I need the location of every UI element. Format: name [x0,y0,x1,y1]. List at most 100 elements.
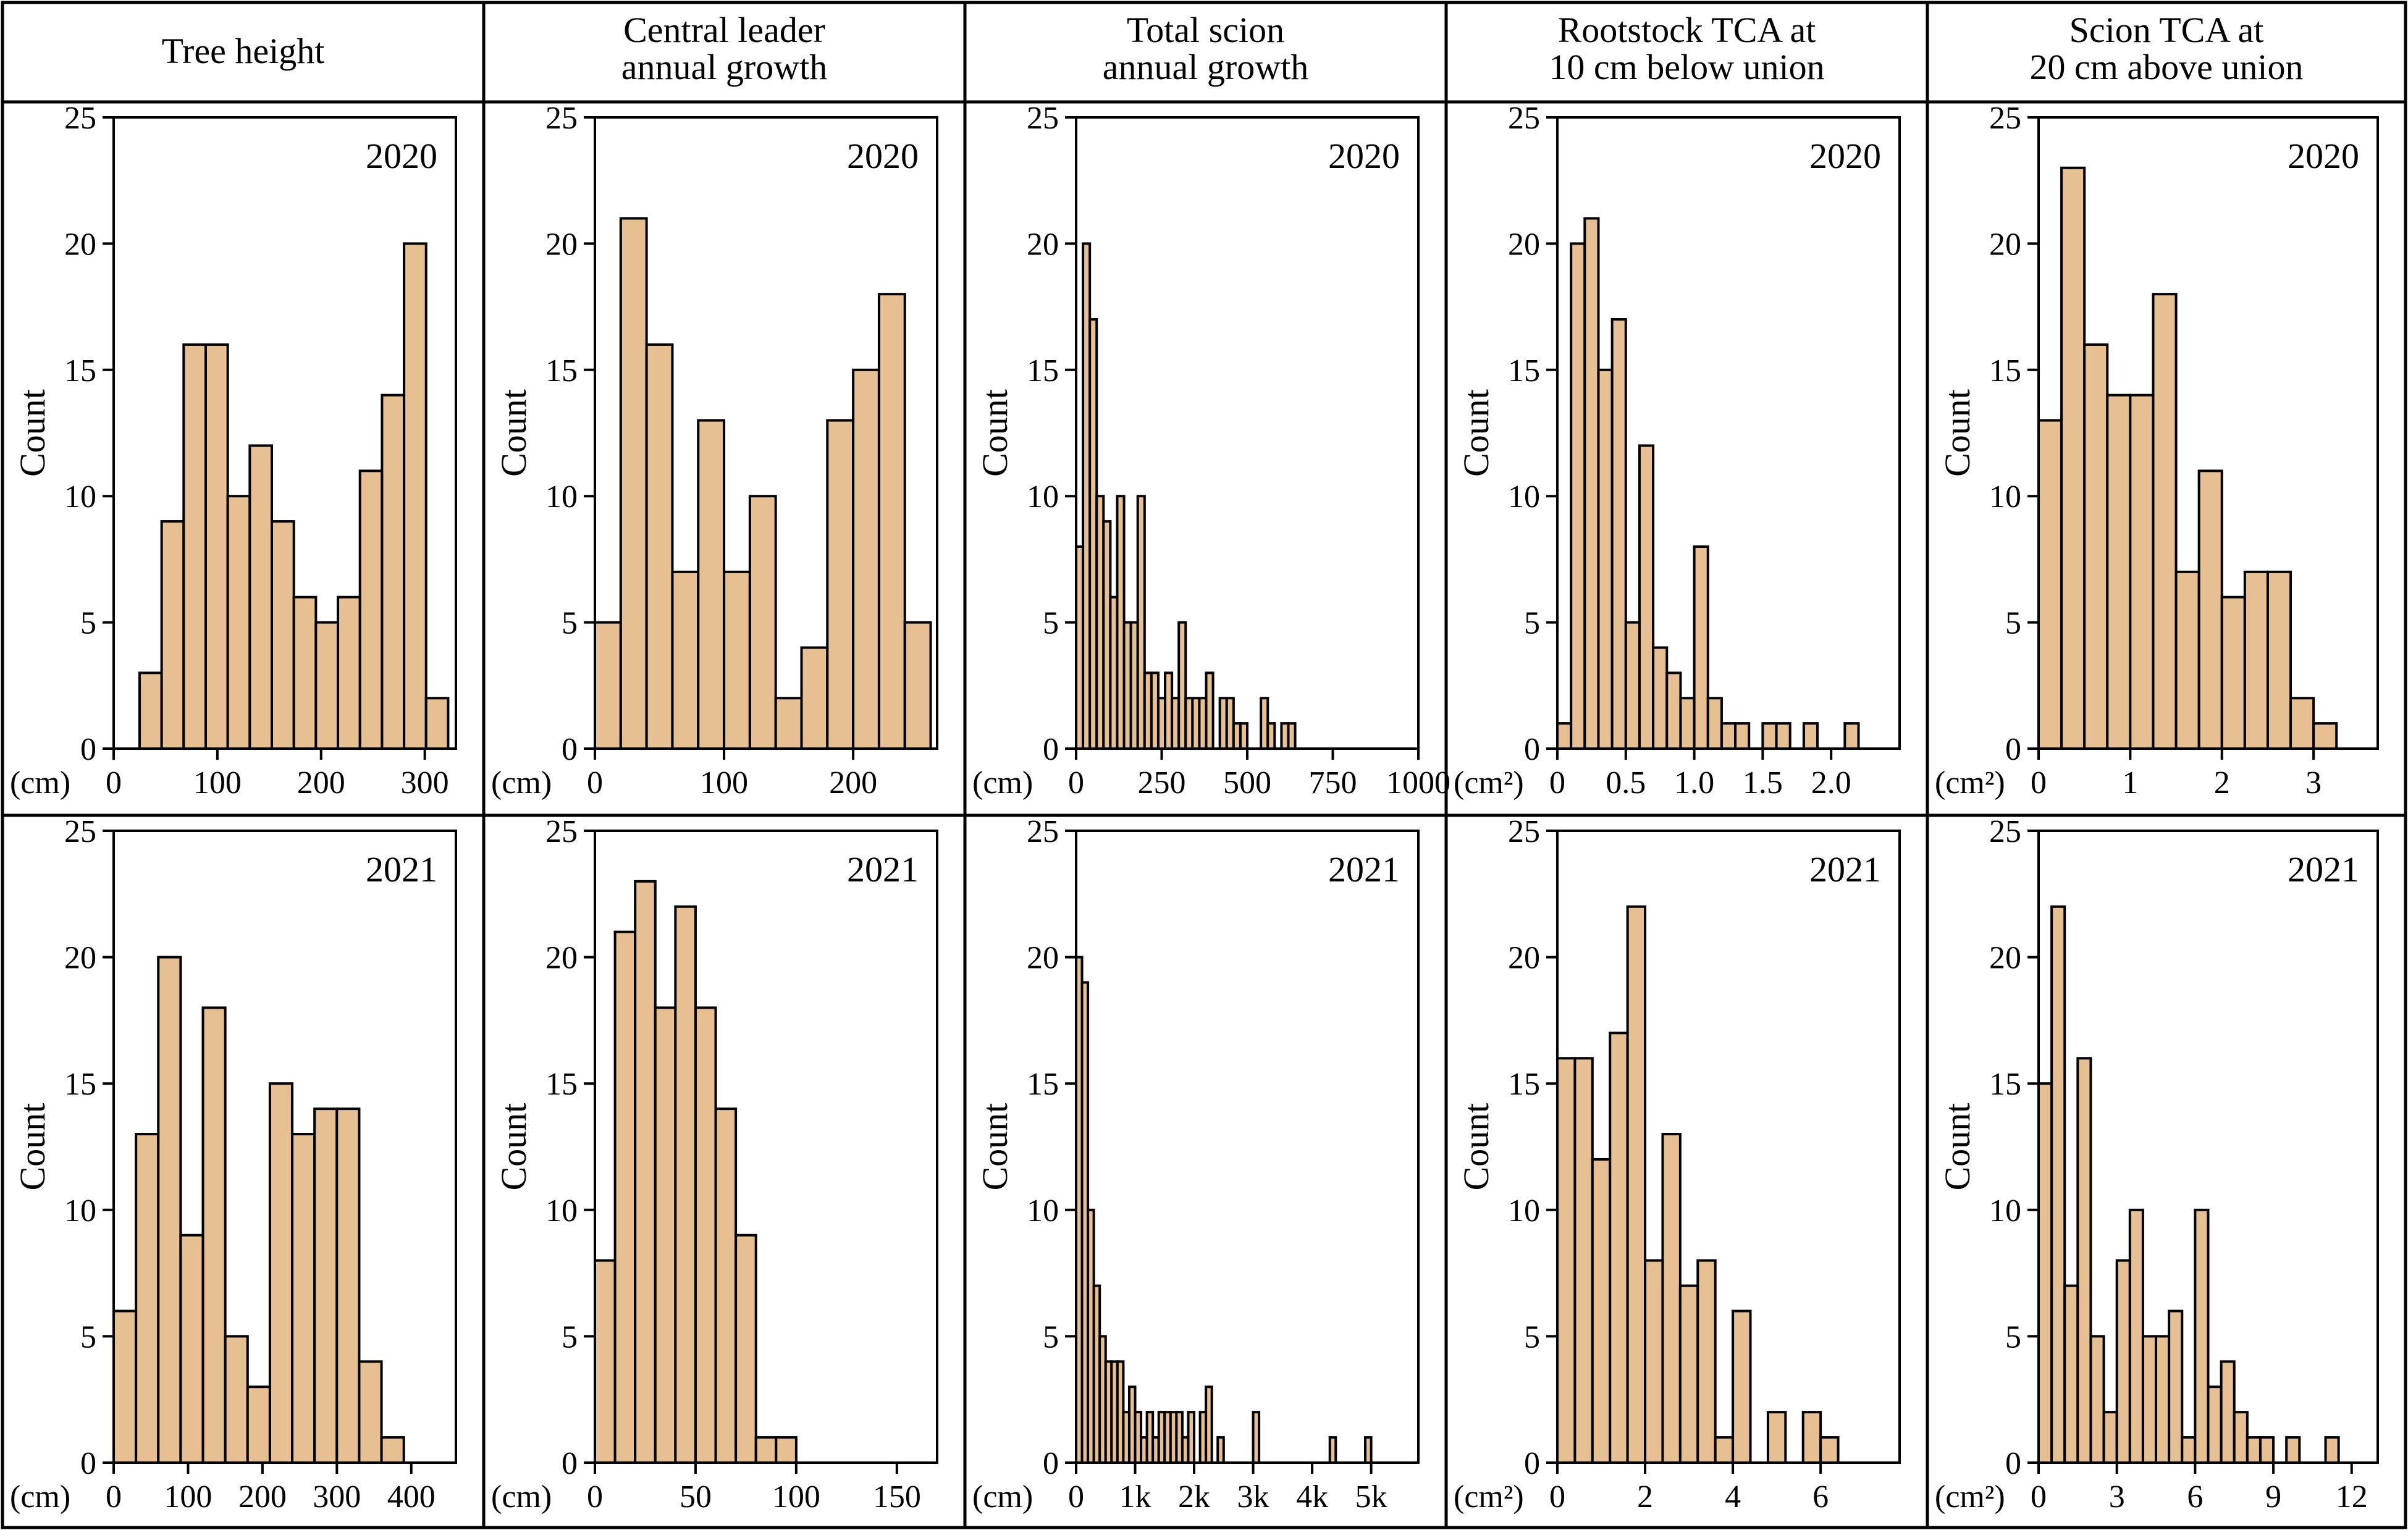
plot-area [112,830,457,1464]
year-label: 2021 [1809,849,1881,889]
y-tick-label: 10 [545,479,578,515]
y-tick-label: 25 [545,101,578,136]
x-tick-label: 6 [2187,1479,2203,1515]
y-tick-label: 20 [1027,941,1059,976]
histogram-bar [2115,1259,2131,1464]
histogram-bar [654,1006,677,1464]
histogram-bar [1205,1385,1213,1464]
x-tick-label: 0 [587,765,603,801]
histogram-bar [1626,905,1647,1464]
histogram-bar [903,621,932,750]
histogram-bar [697,419,726,750]
y-tick-label: 15 [1989,1067,2021,1102]
x-unit-label: (cm²) [1935,1479,2005,1515]
histogram-bar [1364,1436,1373,1465]
histogram-bar [1720,722,1737,750]
histogram-bar [1661,1133,1682,1465]
y-tick-label: 0 [2005,732,2021,767]
y-tick-label: 15 [1989,353,2021,389]
histogram-bar [852,368,880,750]
histogram-bar [248,444,274,750]
column-title: Total scion [1127,10,1284,50]
x-tick-label: 12 [2336,1479,2368,1515]
histogram-bar [268,1082,294,1464]
histogram-bar [1556,1057,1577,1464]
x-tick-label: 3 [2109,1479,2125,1515]
histogram-bar [1801,1411,1822,1464]
x-tick-label: 50 [680,1479,712,1515]
x-tick-label: 100 [772,1479,820,1515]
x-tick-label: 0 [2031,1479,2047,1515]
histogram-bar [694,1006,717,1464]
y-tick-label: 5 [1524,606,1540,641]
histogram-bar [1205,671,1215,750]
x-unit-label: (cm) [972,1479,1033,1515]
year-label: 2021 [1328,849,1400,889]
histogram-bar [2128,1208,2144,1465]
histogram-bar [2060,166,2086,750]
y-tick-label: 20 [64,941,96,976]
y-tick-label: 5 [2005,1319,2021,1355]
year-label: 2020 [1809,136,1881,176]
histogram-bar [2155,1335,2171,1464]
histogram-bar [748,495,777,750]
histogram-bar [645,343,674,750]
histogram-bar [246,1385,271,1464]
year-label: 2020 [366,136,437,176]
y-tick-label: 15 [64,353,96,389]
y-tick-label: 0 [80,732,96,767]
histogram-bar [1775,722,1791,750]
column-title: 20 cm above union [2030,47,2304,87]
histogram-panel: 0 5 10 15 20 25 0 0.5 1.0 1.5 2.0 (cm²) Count 2020 [1454,101,1901,801]
column-title: Scion TCA at [2069,10,2264,50]
histogram-bar [2174,570,2200,750]
y-axis-label: Count [494,1103,534,1191]
y-tick-label: 25 [1989,101,2021,136]
y-tick-label: 20 [1508,941,1540,976]
year-label: 2021 [366,849,437,889]
histogram-bar [160,520,185,750]
column-title: 10 cm below union [1549,47,1824,87]
column-title: Central leader [623,10,825,50]
histogram-bar [2324,1436,2340,1465]
y-tick-label: 10 [1989,1193,2021,1229]
histogram-bar [313,1108,339,1464]
x-tick-label: 3 [2305,765,2322,801]
x-tick-label: 1.5 [1743,765,1783,801]
plot-area [594,116,938,750]
histogram-bar [2233,1411,2249,1464]
y-tick-label: 15 [1508,1067,1540,1102]
y-tick-label: 15 [1508,353,1540,389]
histogram-bar [754,1436,778,1465]
histogram-bar [594,1259,617,1464]
histogram-bar [2152,293,2178,750]
y-tick-label: 0 [1524,1446,1540,1481]
histogram-bar [1573,1057,1594,1464]
column-title: annual growth [1103,47,1308,87]
histogram-bar [2220,595,2246,750]
histogram-bar [1761,722,1778,750]
histogram-bar [2312,722,2338,750]
year-label: 2020 [2288,136,2359,176]
plot-area [1556,830,1901,1464]
histogram-bar [723,570,751,750]
y-tick-label: 15 [64,1067,96,1102]
histogram-panel: 0 5 10 15 20 25 0 100 200 300 (cm) Count 2020 [10,101,457,801]
y-tick-label: 25 [1508,814,1540,849]
plot-area [1075,830,1420,1464]
x-unit-label: (cm²) [1454,1479,1524,1515]
histogram-bar [1843,722,1860,750]
x-tick-label: 3k [1237,1479,1269,1515]
histogram-bar [735,1234,757,1464]
y-tick-label: 10 [1508,1193,1540,1229]
histogram-bar [671,570,700,750]
x-tick-label: 2.0 [1811,765,1851,801]
histogram-bar [1734,722,1751,750]
histogram-bar [157,956,182,1464]
y-tick-label: 15 [545,1067,578,1102]
histogram-bar [2037,419,2063,750]
y-axis-label: Count [1937,389,1977,477]
histogram-bar [2168,1309,2184,1464]
